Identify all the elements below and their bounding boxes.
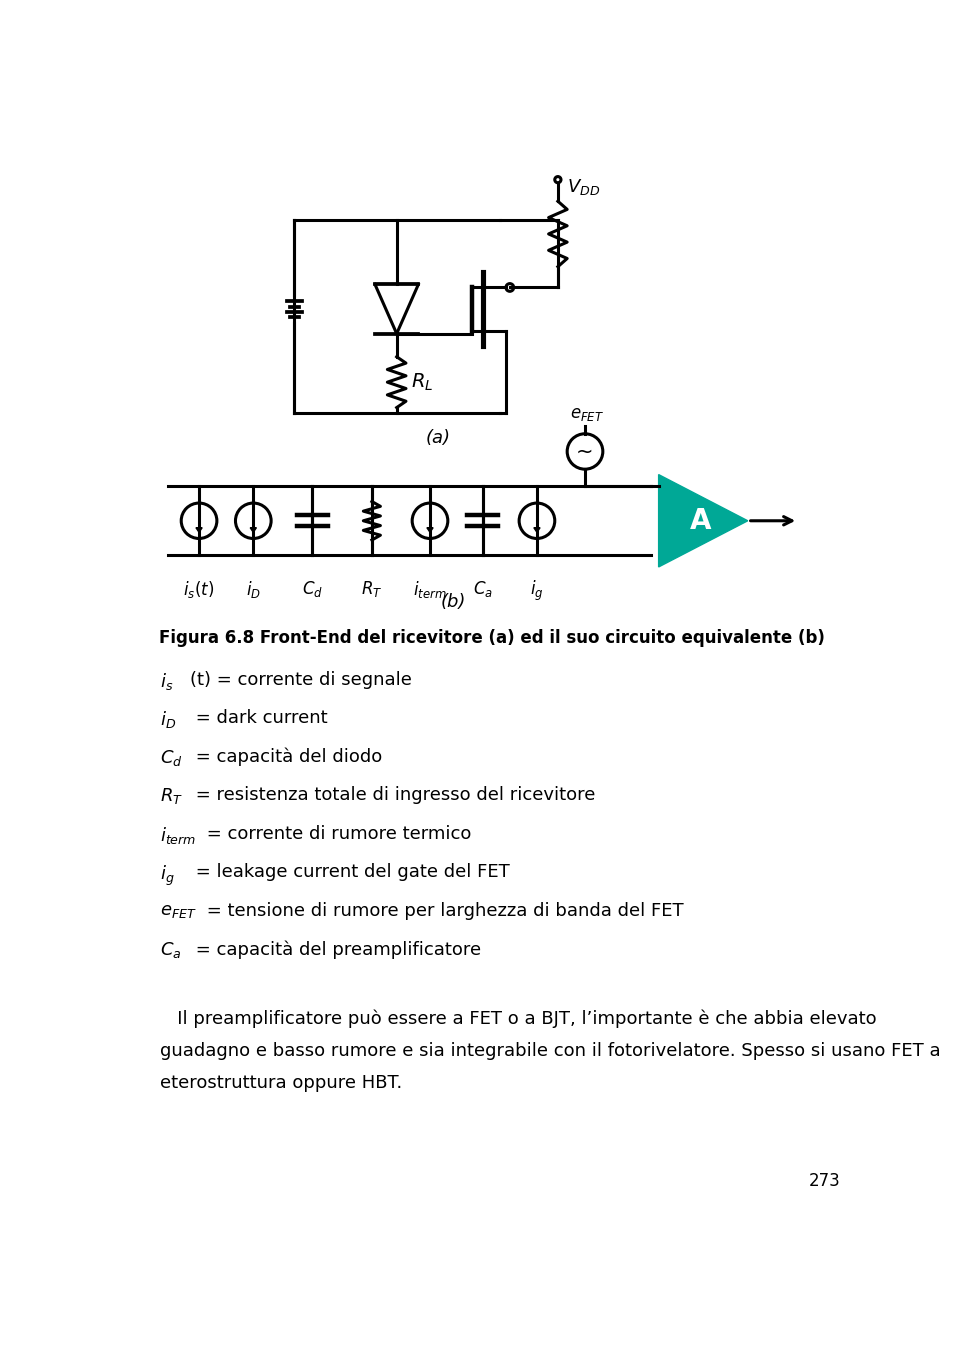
Text: = tensione di rumore per larghezza di banda del FET: = tensione di rumore per larghezza di ba… xyxy=(201,902,684,919)
Text: eterostruttura oppure HBT.: eterostruttura oppure HBT. xyxy=(160,1074,402,1093)
Text: $i_g$: $i_g$ xyxy=(530,579,543,602)
Text: A: A xyxy=(690,507,711,534)
Text: $C_a$: $C_a$ xyxy=(160,941,181,960)
Text: $i_s(t)$: $i_s(t)$ xyxy=(183,579,215,599)
Text: $i_g$: $i_g$ xyxy=(160,864,175,888)
FancyArrow shape xyxy=(534,514,540,533)
Text: 273: 273 xyxy=(809,1172,841,1191)
Text: Il preamplificatore può essere a FET o a BJT, l’importante è che abbia elevato: Il preamplificatore può essere a FET o a… xyxy=(160,1010,876,1028)
Text: guadagno e basso rumore e sia integrabile con il fotorivelatore. Spesso si usano: guadagno e basso rumore e sia integrabil… xyxy=(160,1041,941,1060)
Text: = leakage current del gate del FET: = leakage current del gate del FET xyxy=(190,864,510,881)
Text: (b): (b) xyxy=(441,593,466,610)
Text: = resistenza totale di ingresso del ricevitore: = resistenza totale di ingresso del rice… xyxy=(190,786,595,804)
FancyArrow shape xyxy=(251,514,256,533)
FancyArrow shape xyxy=(196,514,203,533)
Text: $C_d$: $C_d$ xyxy=(160,749,183,767)
Text: = dark current: = dark current xyxy=(190,709,327,727)
Text: Figura 6.8 Front-End del ricevitore (a) ed il suo circuito equivalente (b): Figura 6.8 Front-End del ricevitore (a) … xyxy=(159,629,825,647)
Text: $i_{term}$: $i_{term}$ xyxy=(413,579,446,599)
Text: $e_{FET}$: $e_{FET}$ xyxy=(160,902,197,919)
Text: $i_D$: $i_D$ xyxy=(246,579,261,599)
Text: = corrente di rumore termico: = corrente di rumore termico xyxy=(201,824,471,843)
Text: $e_{FET}$: $e_{FET}$ xyxy=(570,405,605,423)
Text: (a): (a) xyxy=(425,430,450,447)
Text: $V_{DD}$: $V_{DD}$ xyxy=(567,176,600,197)
Text: = capacità del diodo: = capacità del diodo xyxy=(190,749,382,766)
Text: $i_D$: $i_D$ xyxy=(160,709,177,731)
Text: (t) = corrente di segnale: (t) = corrente di segnale xyxy=(190,671,412,689)
Text: $C_a$: $C_a$ xyxy=(472,579,492,598)
Text: $R_L$: $R_L$ xyxy=(411,372,433,393)
Text: ~: ~ xyxy=(576,442,593,461)
Text: $R_T$: $R_T$ xyxy=(160,786,183,807)
Text: $R_T$: $R_T$ xyxy=(361,579,383,598)
Text: = capacità del preamplificatore: = capacità del preamplificatore xyxy=(190,941,481,959)
Text: $C_d$: $C_d$ xyxy=(301,579,323,598)
FancyArrow shape xyxy=(427,514,433,533)
Text: $i_s$: $i_s$ xyxy=(160,671,174,692)
Text: $i_{term}$: $i_{term}$ xyxy=(160,824,197,846)
Polygon shape xyxy=(659,475,748,567)
